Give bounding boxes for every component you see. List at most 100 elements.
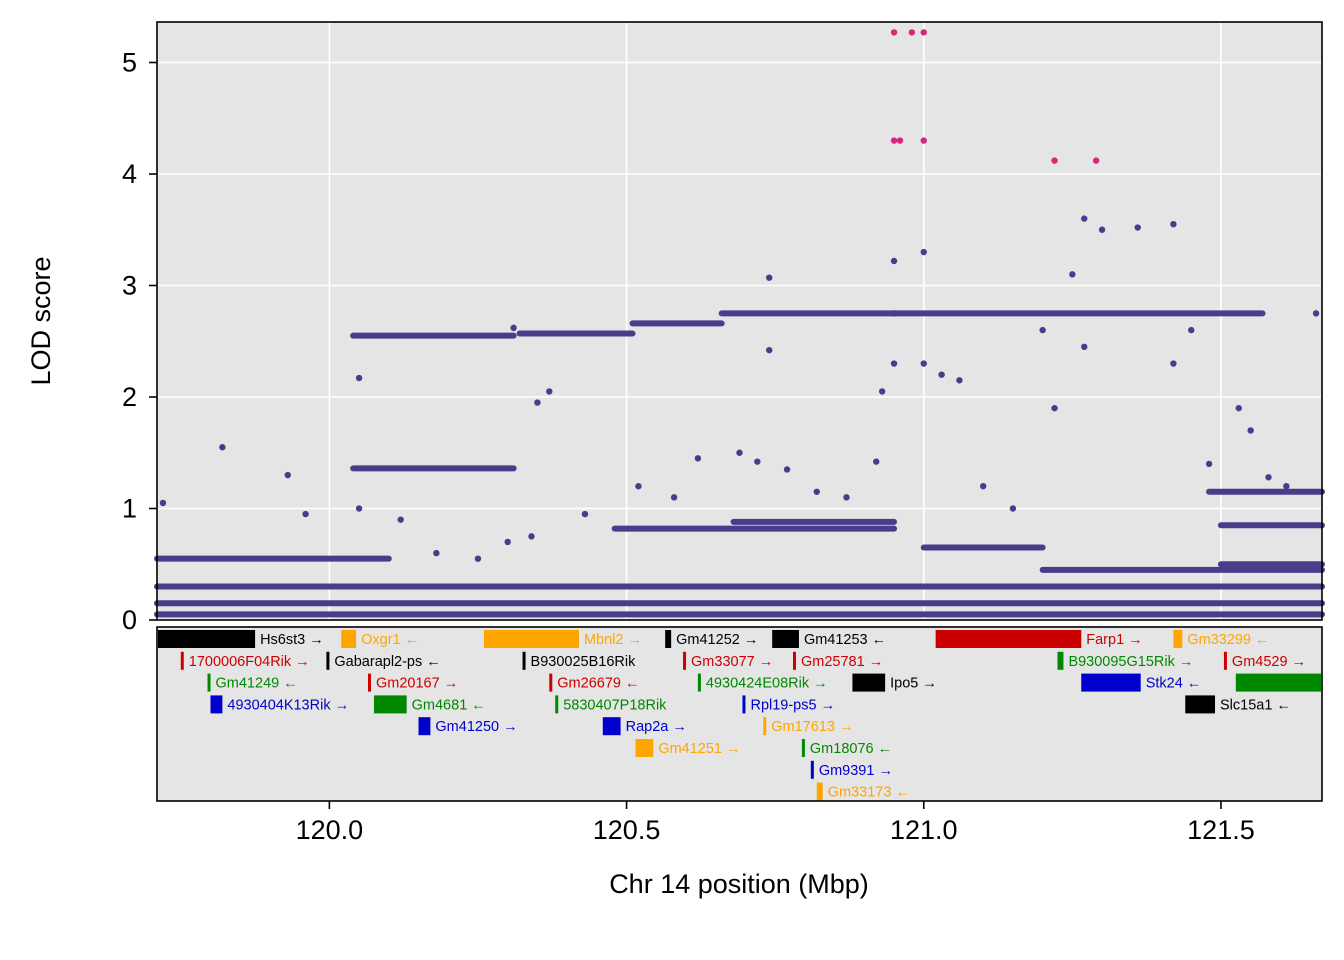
peak-point xyxy=(890,137,898,144)
gene-label: Gm41249 ← xyxy=(216,676,298,692)
lod-point xyxy=(754,458,761,465)
lod-point xyxy=(1247,427,1254,434)
peak-point xyxy=(920,137,927,144)
lod-point xyxy=(1265,474,1272,481)
lod-point xyxy=(956,377,963,384)
gene-box xyxy=(180,651,184,670)
gene-label: Gm25781 → xyxy=(801,654,883,670)
gene-label: 4930424E08Rik → xyxy=(706,676,828,692)
gene-box xyxy=(816,782,823,801)
gene-box xyxy=(210,695,223,714)
gene-label: Gm33077 → xyxy=(691,654,773,670)
gene-label: Hs6st3 → xyxy=(260,632,324,648)
gene-panel-frame xyxy=(156,626,1323,802)
lod-point xyxy=(510,324,517,332)
gene-box xyxy=(1235,673,1321,692)
lod-point xyxy=(159,499,167,507)
lod-point xyxy=(581,510,589,518)
lod-point xyxy=(843,494,850,501)
y-tick-label: 4 xyxy=(122,159,137,189)
lod-point xyxy=(813,488,820,495)
gene-box xyxy=(483,630,580,648)
gene-box xyxy=(742,695,746,714)
gene-label: 5830407P18Rik xyxy=(563,697,667,713)
peak-point xyxy=(1092,157,1100,164)
lod-point xyxy=(920,248,927,256)
gene-box xyxy=(368,673,372,692)
lod-point xyxy=(397,516,404,523)
gene-box xyxy=(158,630,256,648)
lod-point xyxy=(302,510,309,518)
lod-point xyxy=(920,360,927,367)
y-tick-label: 2 xyxy=(122,382,137,412)
peak-points xyxy=(890,29,1100,164)
lod-point xyxy=(878,388,886,395)
gene-box xyxy=(665,630,672,648)
gene-box xyxy=(1081,673,1141,692)
gene-label: Gm41252 → xyxy=(676,632,758,648)
lod-point xyxy=(1081,343,1088,351)
lod-point xyxy=(1170,360,1177,367)
lod-point xyxy=(783,466,791,473)
gene-box xyxy=(1185,695,1216,714)
lod-point xyxy=(534,399,541,406)
gene-label: Gm18076 ← xyxy=(810,741,892,757)
lod-point xyxy=(1283,483,1290,490)
lod-point xyxy=(979,483,987,490)
y-tick-label: 3 xyxy=(122,271,137,301)
lod-point xyxy=(890,310,898,317)
gene-box xyxy=(341,630,357,648)
gene-label: Gm26679 ← xyxy=(557,676,639,692)
lod-point xyxy=(219,443,226,451)
gene-box xyxy=(852,673,886,692)
y-tick-label: 0 xyxy=(122,605,137,635)
gene-label: Stk24 ← xyxy=(1146,676,1202,692)
x-axis-ticks: 120.0 120.5 121.0 121.5 xyxy=(296,801,1255,845)
peak-point xyxy=(890,29,898,36)
lod-point xyxy=(504,538,511,546)
gene-label: B930025B16Rik xyxy=(531,654,637,670)
lod-point xyxy=(694,455,702,462)
gene-box xyxy=(935,630,1082,648)
gene-box xyxy=(683,651,687,670)
lod-point xyxy=(355,374,363,382)
lod-point xyxy=(1312,310,1320,317)
x-tick-label: 120.0 xyxy=(296,815,364,845)
gene-box xyxy=(555,695,559,714)
lod-points xyxy=(159,215,1320,562)
gene-label: Gm41251 → xyxy=(658,741,740,757)
gene-box xyxy=(549,673,553,692)
lod-point xyxy=(1098,226,1106,233)
gene-label: Ipo5 → xyxy=(890,676,937,692)
peak-point xyxy=(1051,157,1058,164)
gene-label: Gabarapl2-ps ← xyxy=(334,654,440,670)
x-axis-label: Chr 14 position (Mbp) xyxy=(609,869,869,899)
x-tick-label: 120.5 xyxy=(593,815,661,845)
lod-point xyxy=(1205,460,1213,468)
y-tick-label: 1 xyxy=(122,494,137,524)
lod-point xyxy=(528,533,535,540)
gene-box xyxy=(792,651,796,670)
lod-point xyxy=(766,346,773,354)
gene-label: 4930404K13Rik → xyxy=(227,697,349,713)
lod-point xyxy=(1170,220,1177,228)
gene-label: Slc15a1 ← xyxy=(1220,697,1291,713)
lod-point xyxy=(1188,326,1195,334)
lod-plot-frame xyxy=(156,21,1323,621)
lod-point xyxy=(433,549,440,557)
gene-panel xyxy=(157,627,1322,801)
y-axis-label: LOD score xyxy=(26,256,56,385)
gene-box xyxy=(1173,630,1183,648)
gene-label: Gm4681 ← xyxy=(412,697,486,713)
gene-label: Mbnl2 → xyxy=(584,632,642,648)
lod-point xyxy=(766,274,773,281)
gene-box xyxy=(801,739,805,757)
y-axis-ticks: 0 1 2 3 4 5 xyxy=(122,48,157,635)
gene-box xyxy=(772,630,799,648)
lod-point xyxy=(736,449,743,456)
gene-box xyxy=(763,717,767,736)
lod-point xyxy=(284,471,291,479)
gene-box xyxy=(326,651,330,670)
lod-point xyxy=(1134,224,1141,231)
